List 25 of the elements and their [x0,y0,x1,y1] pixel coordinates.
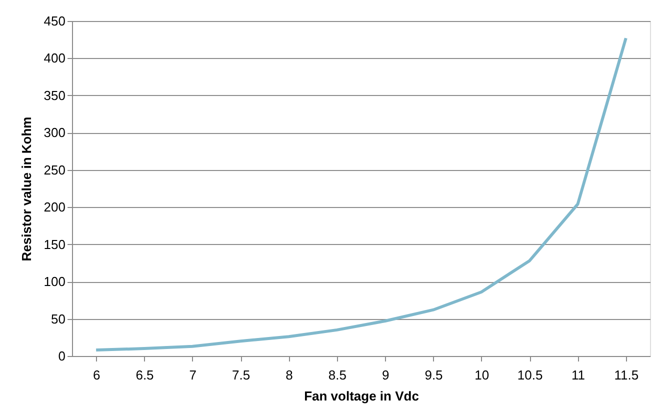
y-tick-label: 300 [44,125,66,140]
y-tick-label: 250 [44,162,66,178]
x-tick-label: 10 [474,368,490,382]
x-tick-label: 6.5 [136,368,154,382]
y-tick-label: 150 [44,236,66,252]
y-tick-label: 400 [44,50,66,66]
y-tick-label: 50 [51,311,66,326]
line-series [94,36,628,352]
x-tick-label: 7.5 [232,368,250,382]
y-tick-label: 0 [58,348,66,364]
y-tick-label: 450 [44,14,66,28]
y-tick-label: 350 [44,88,66,103]
x-tick-label: 8 [286,368,293,382]
x-tick-label: 9 [382,368,390,382]
x-tick-label: 11 [572,368,585,382]
y-tick-label: 100 [44,274,66,290]
x-tick-label: 6 [92,368,100,382]
x-tick-label: 7 [189,368,197,382]
y-axis-title: Resistor value in Kohm [18,116,34,262]
x-tick-label: 11.5 [614,368,639,382]
x-tick-label: 8.5 [328,368,346,382]
x-axis-title: Fan voltage in Vdc [304,388,419,404]
y-tick-label: 200 [44,200,66,215]
x-tick-label: 9.5 [424,368,443,382]
x-tick-label: 10.5 [517,368,543,382]
